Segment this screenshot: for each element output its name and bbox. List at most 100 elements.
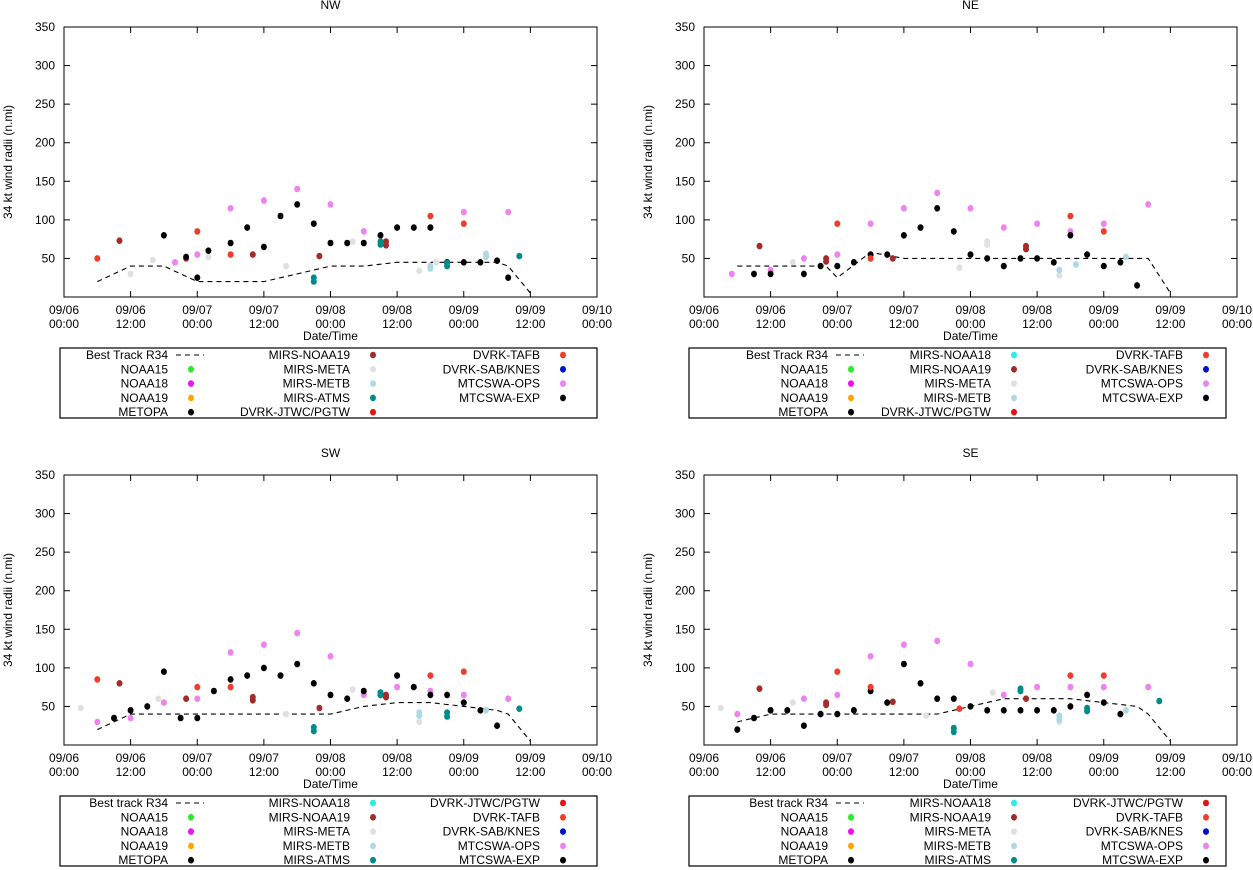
point-mirs-atms (1084, 704, 1091, 712)
point-mtcswa-ops (227, 649, 234, 656)
point-mirs-meta (155, 695, 162, 702)
legend-label: MIRS-METB (283, 839, 350, 853)
legend-item: Best track R34 (749, 796, 864, 810)
legend-label: NOAA15 (781, 810, 829, 824)
x-tick-date: 09/06 (49, 303, 79, 317)
legend-label: MIRS-META (284, 825, 350, 839)
legend-item: NOAA19 (781, 391, 854, 405)
best-track-line (737, 251, 1171, 294)
legend-dot-swatch (1011, 828, 1017, 835)
legend-dot-swatch (188, 394, 194, 402)
legend-item: DVRK-SAB/KNES (1086, 825, 1209, 839)
legend-item: MTCSWA-EXP (1102, 853, 1209, 867)
point-mtcswa-exp (477, 707, 484, 714)
y-tick-label: 50 (682, 251, 696, 265)
point-dvrk-tafb (427, 672, 434, 679)
legend-dot-swatch (560, 351, 566, 359)
point-mtcswa-ops (834, 691, 841, 699)
point-mtcswa-ops (127, 714, 134, 722)
legend-dot-swatch (1203, 856, 1209, 864)
legend-label: DVRK-JTWC/PGTW (240, 405, 351, 419)
legend-label: MIRS-ATMS (925, 853, 991, 867)
point-mirs-atms (950, 724, 957, 732)
point-mtcswa-exp (205, 247, 212, 254)
point-mirs-metb (416, 709, 423, 716)
legend-dot-swatch (1011, 394, 1017, 402)
x-tick-date: 09/07 (889, 303, 919, 317)
point-mtcswa-ops (194, 695, 201, 702)
point-mtcswa-exp (477, 259, 484, 266)
legend-label: DVRK-JTWC/PGTW (1073, 796, 1184, 810)
x-tick-time: 00:00 (1089, 765, 1119, 779)
x-tick-date: 09/09 (1089, 303, 1119, 317)
point-mirs-atms (444, 709, 451, 716)
y-axis-label: 34 kt wind radii (n.mi) (1, 105, 15, 219)
legend-item: NOAA19 (121, 839, 194, 853)
x-tick-time: 12:00 (515, 765, 545, 779)
legend-dot-swatch (370, 394, 376, 402)
point-mirs-noaa19 (249, 251, 256, 258)
y-tick-label: 350 (35, 468, 55, 482)
point-mtcswa-ops (327, 201, 334, 208)
point-mirs-noaa19 (756, 685, 763, 692)
x-tick-time: 00:00 (1222, 317, 1252, 331)
point-mtcswa-exp (277, 672, 284, 679)
point-mtcswa-exp (850, 707, 857, 714)
legend-item: MIRS-META (925, 377, 1017, 391)
y-tick-label: 300 (675, 507, 695, 521)
point-mtcswa-exp (394, 672, 401, 679)
point-mtcswa-ops (505, 208, 512, 216)
point-mtcswa-ops (172, 259, 178, 266)
y-tick-label: 300 (35, 59, 55, 73)
legend-label: METOPA (118, 405, 168, 419)
legend-dot-swatch (560, 799, 566, 807)
x-tick-time: 00:00 (582, 317, 612, 331)
point-mtcswa-ops (294, 185, 301, 193)
legend-item: DVRK-JTWC/PGTW (881, 405, 1017, 419)
x-tick-time: 12:00 (515, 317, 545, 331)
legend-item: DVRK-JTWC/PGTW (430, 796, 566, 810)
legend-label: DVRK-TAFB (1116, 810, 1183, 824)
point-mirs-noaa19 (823, 258, 830, 265)
legend-label: MTCSWA-EXP (1102, 853, 1183, 867)
x-tick-time: 12:00 (1022, 765, 1052, 779)
point-mirs-atms (1156, 697, 1163, 705)
x-tick-date: 09/09 (1155, 303, 1185, 317)
point-mtcswa-exp (784, 707, 791, 714)
x-tick-time: 00:00 (822, 765, 852, 779)
x-tick-time: 12:00 (889, 317, 919, 331)
legend-item: MIRS-NOAA19 (269, 348, 376, 362)
point-mtcswa-exp (144, 703, 151, 710)
legend-dot-swatch (188, 814, 194, 821)
y-tick-label: 350 (675, 468, 695, 482)
point-mtcswa-exp (160, 232, 167, 239)
legend-item: DVRK-SAB/KNES (1086, 362, 1209, 376)
x-tick-date: 09/07 (889, 751, 919, 765)
point-mtcswa-ops (934, 189, 941, 197)
x-tick-date: 09/09 (1089, 751, 1119, 765)
y-tick-label: 50 (682, 699, 696, 713)
point-mirs-metb (483, 250, 489, 258)
point-mtcswa-ops (900, 641, 907, 648)
point-dvrk-tafb (427, 212, 434, 220)
point-dvrk-tafb (227, 683, 234, 691)
legend-dot-swatch (1011, 380, 1017, 387)
point-mirs-metb (1056, 712, 1063, 719)
legend-label: Best Track R34 (746, 348, 828, 362)
point-mirs-meta (349, 686, 356, 693)
point-mtcswa-exp (444, 691, 451, 699)
y-tick-label: 250 (35, 97, 55, 111)
y-tick-label: 100 (35, 661, 55, 675)
point-mtcswa-exp (410, 683, 417, 691)
point-mtcswa-ops (460, 208, 467, 216)
x-tick-time: 00:00 (315, 765, 345, 779)
point-mtcswa-exp (1134, 282, 1141, 289)
point-mirs-noaa19 (183, 695, 190, 702)
legend-dot-swatch (188, 856, 194, 864)
x-axis-label: Date/Time (303, 777, 358, 791)
point-mtcswa-ops (460, 691, 467, 699)
legend-item: NOAA15 (121, 810, 194, 824)
point-mirs-atms (310, 724, 317, 731)
x-tick-date: 09/06 (116, 303, 146, 317)
